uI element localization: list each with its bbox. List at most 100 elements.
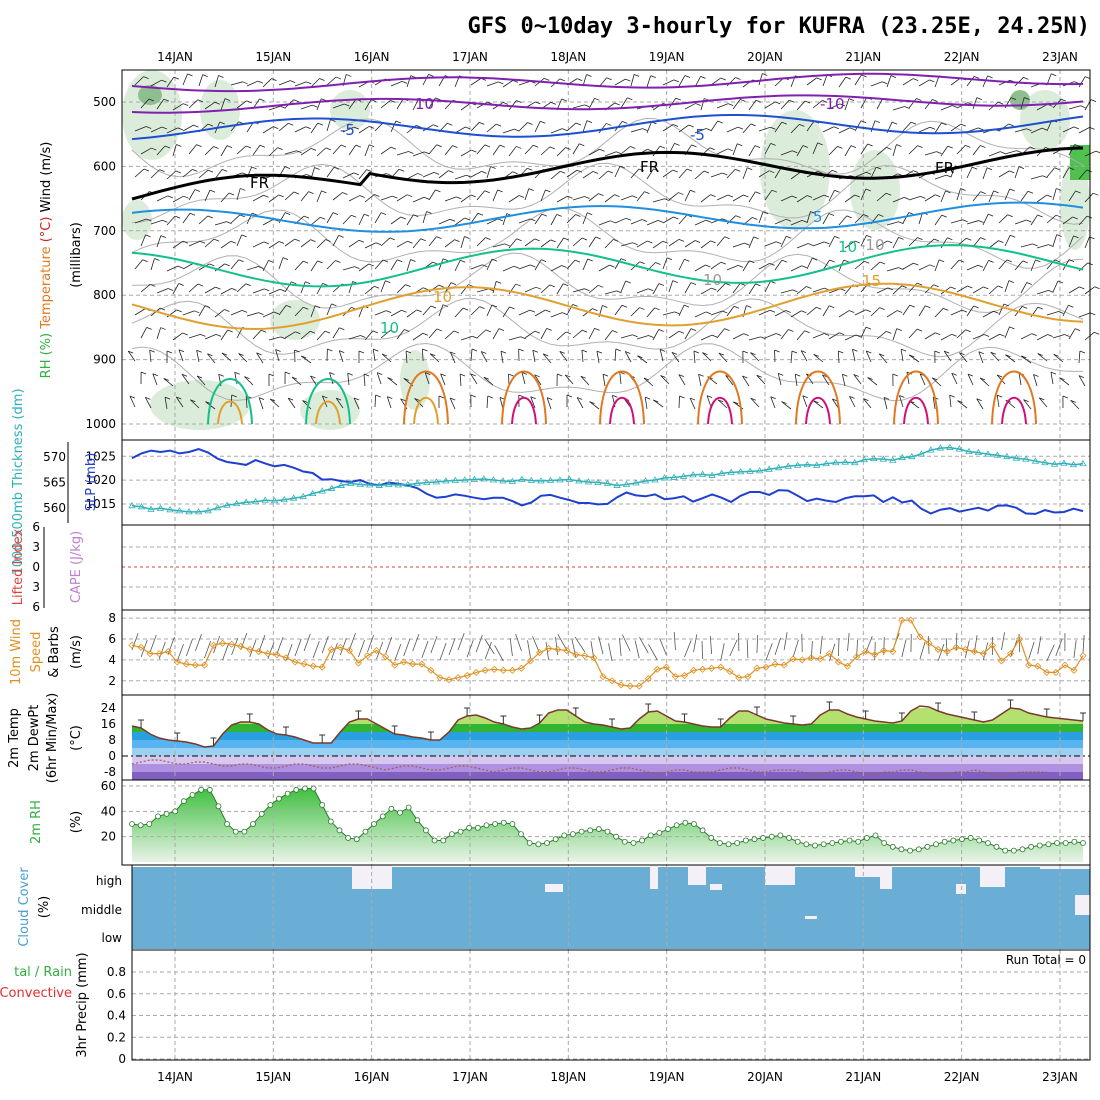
wind-barb-flag <box>442 304 449 308</box>
wind-barb <box>284 238 296 247</box>
wind-barb-flag <box>929 79 935 83</box>
wind-barb-flag <box>962 219 968 223</box>
wind-barb <box>684 240 696 248</box>
wind-barb-flag <box>1023 399 1029 402</box>
day-label-top: 18JAN <box>550 50 586 64</box>
wind-barb <box>812 142 818 155</box>
wind-barb <box>268 105 281 111</box>
wind-barb-flag <box>271 78 277 81</box>
wind-barb <box>310 122 319 134</box>
wind-barb <box>876 98 884 110</box>
wind-barb-flag <box>694 240 701 243</box>
wind-barb <box>156 327 162 340</box>
wind-barb-flag <box>564 374 571 378</box>
wind-barb-flag <box>436 236 442 239</box>
wind-barb-flag <box>234 371 240 375</box>
wind-barb <box>673 632 676 651</box>
wind-barb <box>156 288 169 294</box>
wind-barb-flag <box>639 307 645 310</box>
thickness-marker <box>280 495 288 503</box>
wind-speed-marker <box>717 663 725 671</box>
wind-barb <box>182 73 188 86</box>
wind-barb <box>310 260 318 272</box>
wind-barb <box>899 395 904 408</box>
wind-barb <box>460 194 471 203</box>
wind-barb <box>790 220 803 226</box>
wind-barb <box>484 641 492 660</box>
wind-barb-flag <box>520 336 526 340</box>
wind-barb <box>188 240 201 247</box>
wind-barb <box>774 310 786 317</box>
wind-barb-flag <box>1039 397 1045 401</box>
wind-barb-flag <box>886 147 892 150</box>
wind-barb <box>342 172 355 179</box>
wind-barb-flag <box>1041 127 1048 131</box>
wind-barb-flag <box>284 371 291 375</box>
wind-barb <box>1020 190 1029 202</box>
temp-ylabel-4: (°C) <box>69 725 84 751</box>
wind-barb-flag <box>920 195 926 199</box>
wind-barb-flag <box>527 167 533 171</box>
wind-barb-flag <box>279 288 286 292</box>
wind-barb-flag <box>496 281 502 284</box>
wind-barb-flag <box>625 351 631 354</box>
wind-barb <box>806 373 814 385</box>
wind-barb <box>1052 188 1057 201</box>
wind-barb <box>806 77 817 86</box>
wind-barb-flag <box>967 285 973 289</box>
wind-barb <box>204 640 211 659</box>
wind-speed-marker <box>771 660 779 668</box>
wind-speed-marker <box>590 654 598 662</box>
wind-barb-flag <box>224 309 230 312</box>
wind-barb-flag <box>1018 166 1025 170</box>
wind-barb-flag <box>294 238 300 242</box>
wind-barb-flag <box>177 265 184 269</box>
thickness-marker <box>546 476 555 483</box>
wind-barb-flag <box>145 234 151 238</box>
wind-barb <box>422 211 427 224</box>
wind-barb <box>886 221 899 226</box>
rh-marker <box>613 833 620 840</box>
wind-barb-flag <box>760 336 766 340</box>
day-label-bottom: 20JAN <box>747 1070 783 1084</box>
wind-barb-flag <box>892 373 898 377</box>
wind-barb-flag <box>530 264 536 268</box>
wind-barb-flag <box>990 351 996 355</box>
wind-barb-flag <box>576 169 583 173</box>
wind-barb <box>278 122 289 132</box>
wind-barb <box>770 396 776 409</box>
wind-barb <box>717 399 728 409</box>
wind-barb <box>892 197 905 203</box>
precip-legend-convective: Convective <box>0 986 72 1001</box>
wind-barb <box>620 146 631 155</box>
wind-barb <box>460 284 469 295</box>
wind-barb <box>316 98 322 111</box>
wind-barb <box>557 634 568 651</box>
wind-barb <box>508 336 521 341</box>
wind-barb <box>145 397 152 409</box>
axis-label-part: 2m DewPt <box>27 705 42 772</box>
wind-barb-flag <box>413 214 419 218</box>
wind-barb <box>508 195 520 203</box>
wind-barb-flag <box>786 235 792 239</box>
wind-barb-flag <box>1090 99 1097 103</box>
wind-barb <box>844 334 857 341</box>
wind-barb <box>764 189 773 201</box>
wind-barb <box>838 127 850 134</box>
wind-barb-flag <box>259 98 265 102</box>
wind-barb-flag <box>200 333 206 337</box>
wind-barb-flag <box>340 144 347 148</box>
wind-barb-flag <box>1008 280 1015 284</box>
wind-barb-flag <box>273 126 279 130</box>
wind-speed-marker <box>481 666 489 674</box>
wind-barb <box>620 280 627 293</box>
thickness-marker <box>375 481 383 488</box>
wind-barb <box>996 395 1000 408</box>
wind-barb-flag <box>616 151 622 155</box>
wind-barb-flag <box>1009 188 1015 192</box>
wind-barb <box>972 286 984 294</box>
wind-barb-flag <box>436 328 443 332</box>
thickness-marker <box>213 504 222 511</box>
wind-barb <box>634 640 640 659</box>
wind-barb-flag <box>227 329 233 333</box>
